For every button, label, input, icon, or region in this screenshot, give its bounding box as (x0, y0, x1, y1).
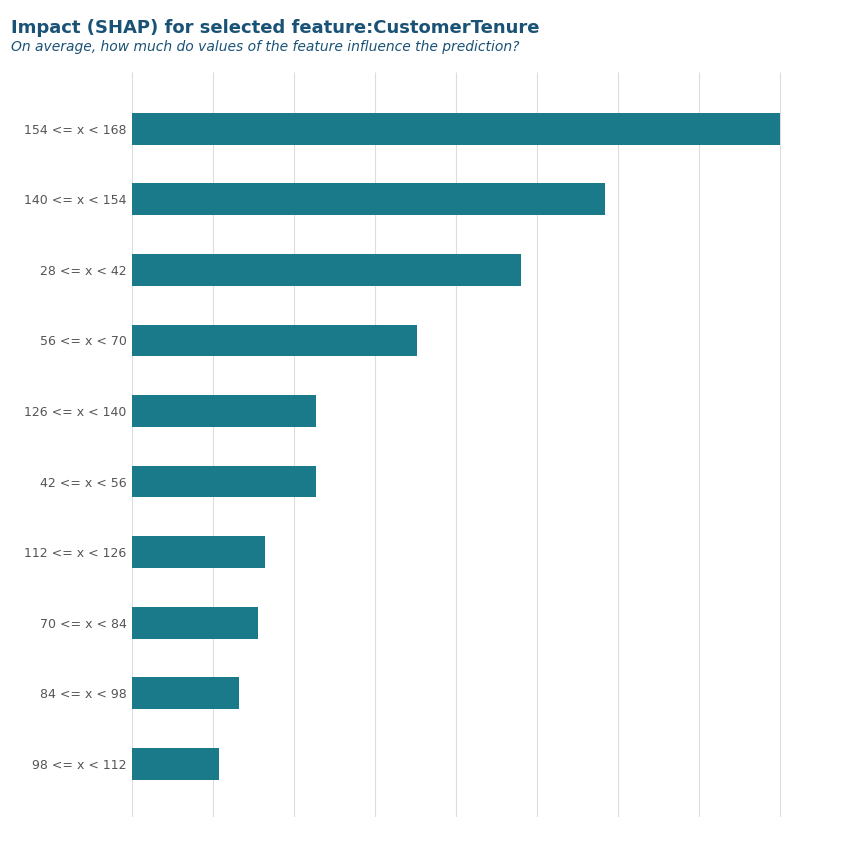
Text: Impact (SHAP) for selected feature:CustomerTenure: Impact (SHAP) for selected feature:Custo… (11, 19, 539, 36)
Text: On average, how much do values of the feature influence the prediction?: On average, how much do values of the fe… (11, 40, 520, 55)
Bar (132, 395, 317, 427)
Bar (132, 113, 780, 145)
Bar (132, 324, 417, 356)
Bar (132, 536, 265, 568)
Bar (132, 254, 520, 285)
Bar (132, 184, 605, 216)
Bar (132, 677, 239, 709)
Bar (132, 748, 219, 780)
Bar (132, 466, 317, 498)
Bar (132, 607, 258, 638)
